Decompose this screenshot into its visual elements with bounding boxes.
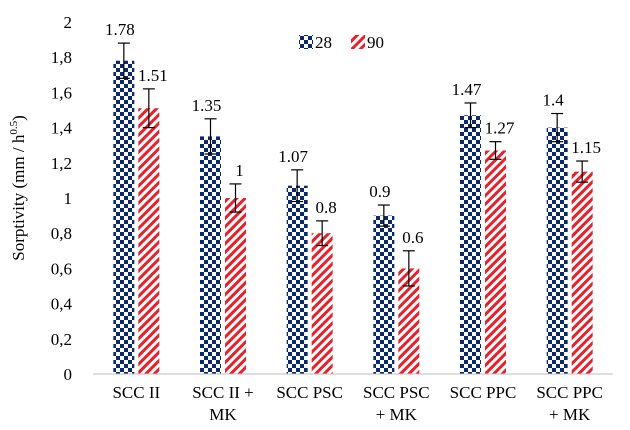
bar-90 (571, 171, 593, 374)
bar-28 (546, 127, 568, 374)
bar-28 (113, 60, 135, 374)
data-label-28: 1.47 (452, 80, 482, 99)
data-label-28: 0.9 (369, 182, 390, 201)
y-axis-title-group: Sorptivity (mm / h0.5) (8, 115, 28, 261)
data-label-90: 1.51 (138, 66, 168, 85)
data-label-90: 1.15 (571, 138, 601, 157)
category-label-line: SCC II (112, 383, 160, 402)
y-tick-label: 1,6 (51, 83, 72, 102)
y-tick-label: 1,8 (51, 48, 72, 67)
data-label-90: 1.27 (485, 119, 515, 138)
y-tick-label: 0,8 (51, 224, 72, 243)
y-axis-title: Sorptivity (mm / h0.5) (8, 115, 28, 261)
y-tick-label: 0,4 (51, 295, 73, 314)
bar-90 (485, 150, 506, 374)
y-tick-label: 0 (64, 365, 73, 384)
bar-28 (460, 115, 481, 374)
y-tick-label: 2 (64, 13, 73, 32)
bars-layer (113, 60, 593, 375)
bar-28 (373, 215, 395, 374)
bar-28 (286, 185, 308, 374)
bar-90 (311, 233, 333, 374)
error-bars-layer (117, 42, 589, 287)
data-label-90: 0.8 (316, 198, 337, 217)
data-label-90: 0.6 (402, 228, 423, 247)
category-label: SCC II + MK (192, 383, 254, 424)
bar-90 (225, 198, 246, 374)
category-label: SCC PPC (450, 383, 517, 402)
y-tick-label: 1,4 (51, 119, 73, 138)
legend-label-28: 28 (315, 33, 332, 52)
category-label: SCC PPC + MK (536, 383, 603, 424)
y-axis-title-exponent: 0.5 (8, 120, 20, 134)
bar-28 (200, 136, 221, 374)
legend-swatch-28 (299, 35, 313, 49)
data-label-28: 1.4 (543, 91, 565, 110)
data-labels-layer: 1.78 1.35 1.07 0.9 1.47 1.4 1.51 1 0.8 0.6 1.27 1.1… (105, 20, 601, 247)
category-label: SCC PSC + MK (363, 383, 430, 424)
y-axis-title-main: Sorptivity (mm / h (9, 134, 28, 261)
category-label-line: MK (209, 405, 237, 424)
category-label-line: SCC PPC (450, 383, 517, 402)
category-label-line: + MK (549, 405, 591, 424)
category-label-line: SCC PSC (363, 383, 430, 402)
y-axis-title-end: ) (9, 115, 28, 121)
category-label: SCC II (112, 383, 160, 402)
y-tick-label: 0,2 (51, 330, 72, 349)
legend-swatch-90 (351, 35, 365, 49)
category-label-line: SCC PPC (536, 383, 603, 402)
category-label-line: SCC II + (192, 383, 254, 402)
data-label-28: 1.78 (105, 20, 135, 39)
legend: 28 90 (299, 33, 384, 52)
y-tick-label: 1 (64, 189, 73, 208)
bar-90 (398, 268, 420, 374)
category-label-line: SCC PSC (276, 383, 343, 402)
y-tick-label: 0,6 (51, 259, 72, 278)
y-tick-label: 1,2 (51, 154, 72, 173)
legend-label-90: 90 (367, 33, 384, 52)
data-label-28: 1.07 (278, 147, 308, 166)
category-label-line: + MK (376, 405, 418, 424)
category-label: SCC PSC (276, 383, 343, 402)
y-axis-ticks: 0 0,2 0,4 0,6 0,8 1 1,2 1,4 1,6 1,8 2 (51, 13, 73, 384)
data-label-28: 1.35 (192, 96, 222, 115)
bar-90 (138, 108, 160, 375)
data-label-90: 1 (235, 161, 244, 180)
